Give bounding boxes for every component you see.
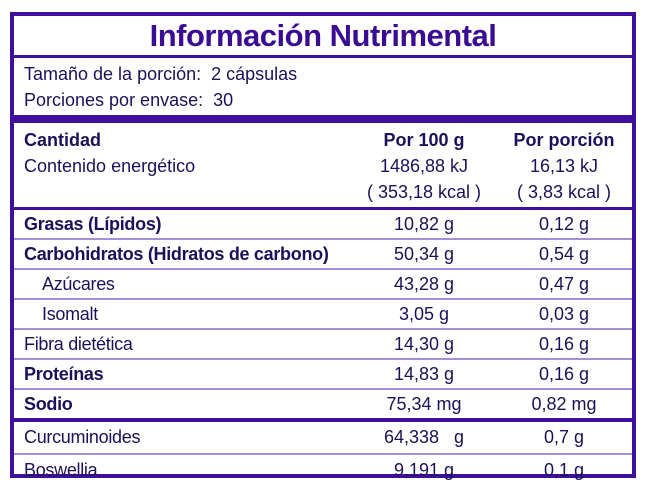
table-row: Grasas (Lípidos) 10,82 g 0,12 g	[14, 210, 632, 240]
value-per-100g: 14,83 g	[393, 364, 455, 384]
nutrient-table: Grasas (Lípidos) 10,82 g 0,12 g Carbohidrat…	[14, 210, 632, 486]
value-per-100g: 3,05 g	[398, 304, 450, 324]
servings-per-container: Porciones por envase: 30	[24, 90, 234, 110]
energy-kj-serving: 16,13 kJ	[529, 156, 599, 176]
per-serving-column: Por porción 16,13 kJ ( 3,83 kcal )	[494, 127, 634, 205]
value-per-serving: 0,03 g	[538, 304, 590, 324]
value-per-100g: 64,338 g	[383, 427, 465, 447]
nutrient-name: Carbohidratos (Hidratos de carbono)	[24, 244, 329, 264]
value-per-100g: 50,34 g	[393, 244, 455, 264]
table-row: Fibra dietética 14,30 g 0,16 g	[14, 330, 632, 360]
table-row: Carbohidratos (Hidratos de carbono) 50,34…	[14, 240, 632, 270]
value-per-100g: 9,191 g	[393, 460, 455, 480]
value-per-serving: 0,7 g	[543, 427, 585, 447]
value-per-serving: 0,82 mg	[531, 394, 597, 414]
serving-size: Tamaño de la porción: 2 cápsulas	[24, 64, 298, 84]
nutrient-name: Curcuminoides	[24, 427, 141, 447]
table-row: Isomalt 3,05 g 0,03 g	[14, 300, 632, 330]
nutrient-name: Azúcares	[42, 274, 115, 294]
energy-kj-100g: 1486,88 kJ	[379, 156, 469, 176]
serving-info: Tamaño de la porción: 2 cápsulas Porcion…	[14, 58, 632, 123]
value-per-serving: 0,54 g	[538, 244, 590, 264]
nutrient-name: Boswellia	[24, 460, 98, 480]
nutrient-name: Grasas (Lípidos)	[24, 214, 162, 234]
energy-label: Contenido energético	[24, 156, 196, 176]
value-per-serving: 0,47 g	[538, 274, 590, 294]
table-row: Sodio 75,34 mg 0,82 mg	[14, 390, 632, 422]
value-per-serving: 0,1 g	[543, 460, 585, 480]
label-title: Información Nutrimental	[14, 16, 632, 58]
table-row: Curcuminoides 64,338 g 0,7 g	[14, 422, 632, 455]
per-100g-heading: Por 100 g	[383, 130, 465, 150]
nutrient-name: Isomalt	[42, 304, 98, 324]
table-row: Boswellia 9,191 g 0,1 g	[14, 455, 632, 486]
per-100g-column: Por 100 g 1486,88 kJ ( 353,18 kcal )	[344, 127, 504, 205]
value-per-100g: 10,82 g	[393, 214, 455, 234]
energy-kcal-100g: ( 353,18 kcal )	[366, 182, 482, 202]
nutrient-name: Proteínas	[24, 364, 104, 384]
value-per-serving: 0,16 g	[538, 364, 590, 384]
value-per-100g: 14,30 g	[393, 334, 455, 354]
energy-header: Cantidad Contenido energético Por 100 g …	[14, 123, 632, 210]
quantity-label: Cantidad	[24, 130, 102, 150]
table-row: Azúcares 43,28 g 0,47 g	[14, 270, 632, 300]
value-per-100g: 75,34 mg	[386, 394, 462, 414]
nutrition-label: Información Nutrimental Tamaño de la por…	[10, 12, 636, 480]
energy-kcal-serving: ( 3,83 kcal )	[516, 182, 612, 202]
table-row: Proteínas 14,83 g 0,16 g	[14, 360, 632, 390]
nutrient-name: Sodio	[24, 394, 73, 414]
nutrient-name: Fibra dietética	[24, 334, 133, 354]
header-label-column: Cantidad Contenido energético	[24, 127, 195, 179]
value-per-serving: 0,16 g	[538, 334, 590, 354]
per-serving-heading: Por porción	[513, 130, 615, 150]
value-per-100g: 43,28 g	[393, 274, 455, 294]
value-per-serving: 0,12 g	[538, 214, 590, 234]
